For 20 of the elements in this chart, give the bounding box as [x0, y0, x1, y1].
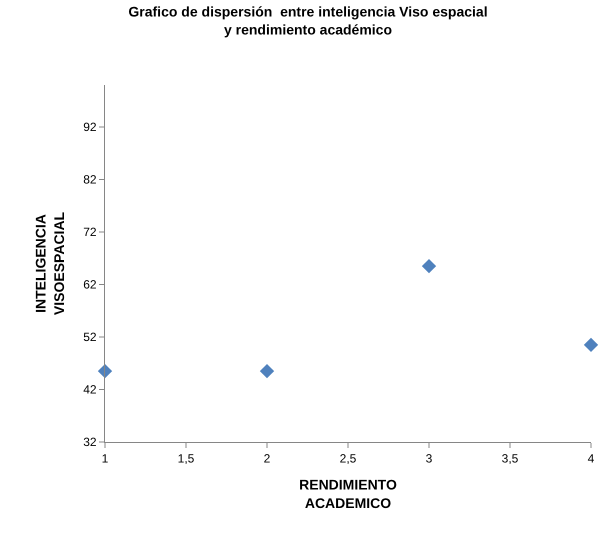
point	[584, 338, 598, 352]
x-tick-label: 4	[588, 451, 595, 466]
y-tick-label: 92	[83, 120, 97, 134]
chart-title: Grafico de dispersión entre inteligencia Viso espacial y rendimiento académico	[128, 3, 488, 38]
y-tick-label: 52	[83, 330, 97, 344]
y-tick-label: 72	[83, 225, 97, 240]
point	[422, 258, 436, 274]
y-tick-label: 42	[83, 382, 97, 397]
x-tick-label: 1	[102, 451, 109, 466]
x-tick-label: 2	[264, 451, 271, 466]
x-tick-label: 1,5	[178, 451, 195, 466]
x-tick-label: 2,5	[340, 451, 357, 466]
y-tick-label: 32	[83, 435, 97, 450]
point	[260, 364, 274, 378]
y-tick-label: 62	[83, 278, 97, 292]
x-tick-label: 3,5	[502, 451, 519, 466]
x-tick-label: 3	[426, 451, 433, 466]
y-tick-label: 82	[83, 172, 97, 187]
x-axis-title: RENDIMIENTO ACADEMICO	[299, 476, 397, 511]
y-axis-title: INTELIGENCIA VISOESPACIAL	[32, 211, 67, 316]
